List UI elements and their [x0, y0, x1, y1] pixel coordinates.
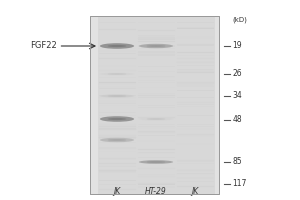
Text: HT-29: HT-29: [145, 187, 167, 196]
Text: 26: 26: [232, 70, 242, 78]
Text: 85: 85: [232, 158, 242, 166]
Ellipse shape: [147, 161, 165, 163]
Text: 34: 34: [232, 92, 242, 100]
Ellipse shape: [108, 139, 126, 141]
Ellipse shape: [100, 43, 134, 49]
Ellipse shape: [108, 45, 126, 47]
Ellipse shape: [139, 117, 173, 121]
Text: JK: JK: [191, 187, 199, 196]
Ellipse shape: [100, 138, 134, 142]
Text: FGF22: FGF22: [30, 42, 57, 50]
Text: 48: 48: [232, 116, 242, 124]
Ellipse shape: [139, 44, 173, 48]
Text: (kD): (kD): [232, 17, 247, 23]
Ellipse shape: [108, 95, 126, 97]
Bar: [176, 16, 214, 194]
Bar: [136, 16, 176, 194]
Ellipse shape: [139, 160, 173, 164]
Text: JK: JK: [113, 187, 121, 196]
Ellipse shape: [108, 73, 126, 75]
Ellipse shape: [108, 118, 126, 120]
Text: 19: 19: [232, 42, 242, 50]
Bar: [98, 16, 136, 194]
Ellipse shape: [147, 118, 165, 120]
Bar: [90, 16, 219, 194]
Ellipse shape: [147, 45, 165, 47]
Ellipse shape: [100, 116, 134, 122]
Ellipse shape: [100, 73, 134, 75]
Bar: [90, 16, 219, 194]
Text: 117: 117: [232, 180, 247, 188]
Ellipse shape: [100, 94, 134, 98]
